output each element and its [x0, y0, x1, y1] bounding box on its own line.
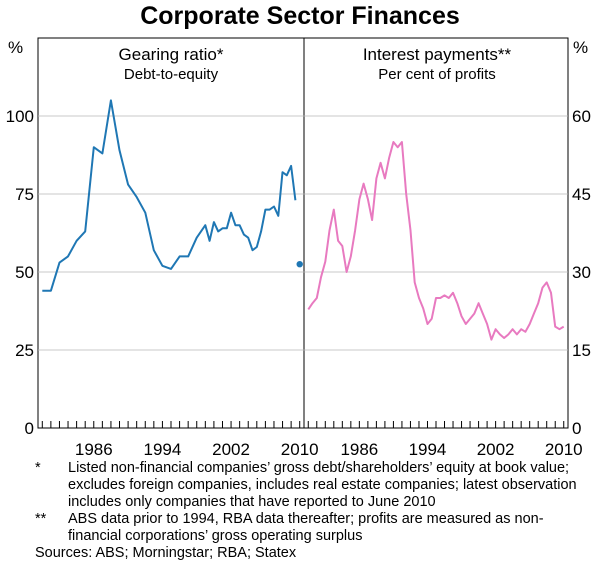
right-x-tick-label: 1986 [340, 440, 378, 459]
footnotes: * Listed non-financial companies’ gross … [35, 460, 595, 562]
left-y-tick-label: 50 [15, 263, 34, 282]
right-unit-label: % [573, 38, 588, 57]
right-x-tick-label: 2002 [477, 440, 515, 459]
footnote-interest: ** ABS data prior to 1994, RBA data ther… [35, 511, 595, 545]
right-y-tick-label: 60 [572, 107, 591, 126]
footnote-text: ABS data prior to 1994, RBA data thereaf… [68, 511, 544, 544]
right-panel-title: Interest payments** [363, 45, 512, 64]
right-x-tick-label: 2010 [545, 440, 583, 459]
gearing-ratio-line [42, 99, 297, 292]
footnote-text: Listed non-financial companies’ gross de… [68, 460, 577, 510]
footnote-gearing: * Listed non-financial companies’ gross … [35, 460, 595, 511]
left-y-tick-label: 0 [25, 419, 34, 438]
left-x-tick-label: 1994 [144, 440, 182, 459]
right-y-tick-label: 15 [572, 341, 591, 360]
left-x-tick-label: 2002 [212, 440, 250, 459]
left-x-tick-label: 1986 [75, 440, 113, 459]
latest-observation-point [296, 261, 303, 268]
right-y-tick-label: 0 [572, 419, 581, 438]
series-lines [42, 99, 565, 341]
left-x-tick-label: 2010 [281, 440, 319, 459]
left-panel-title: Gearing ratio* [119, 45, 224, 64]
footnote-marker: ** [35, 511, 47, 527]
chart-title: Corporate Sector Finances [140, 2, 460, 30]
gridlines [38, 115, 568, 351]
interest-payments-line [307, 141, 565, 341]
left-y-tick-label: 25 [15, 341, 34, 360]
right-x-tick-label: 1994 [409, 440, 447, 459]
left-panel-subtitle: Debt-to-equity [124, 66, 219, 83]
tick-labels: 0 25 50 75 100 1986 1994 2002 2010 0 15 30 45 60 1986 1… [6, 107, 591, 459]
axis-ticks [41, 421, 565, 428]
chart: Corporate Sector Finances % % Gearing ra… [6, 2, 591, 459]
left-y-tick-label: 100 [6, 107, 34, 126]
right-panel-subtitle: Per cent of profits [378, 66, 496, 83]
left-y-tick-label: 75 [15, 185, 34, 204]
sources-line: Sources: ABS; Morningstar; RBA; Statex [35, 545, 297, 561]
footnote-marker: * [35, 460, 41, 476]
right-y-tick-label: 45 [572, 185, 591, 204]
right-y-tick-label: 30 [572, 263, 591, 282]
plot-frame [37, 37, 569, 429]
left-unit-label: % [8, 38, 23, 57]
